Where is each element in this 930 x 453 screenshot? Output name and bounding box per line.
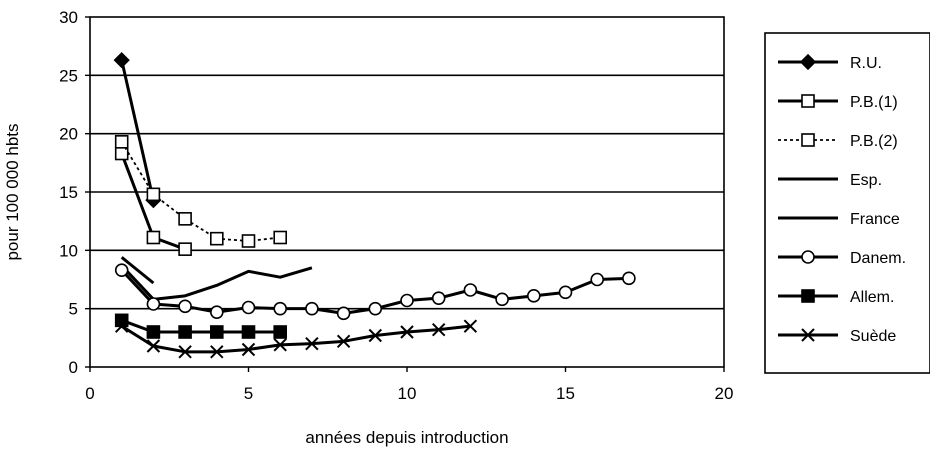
- legend-item-p-b-1: P.B.(1): [778, 94, 898, 111]
- point-circle: [146, 297, 161, 311]
- legend-item-esp: Esp.: [778, 172, 882, 189]
- y-tick-label: 30: [59, 8, 78, 27]
- legend-label: Suède: [850, 328, 896, 345]
- series: [113, 52, 636, 359]
- x-tick-label: 10: [398, 384, 417, 403]
- point-circle: [368, 301, 383, 316]
- x-axis-title: années depuis introduction: [305, 428, 508, 447]
- series-line: [120, 59, 155, 201]
- point-x: [368, 328, 383, 343]
- point-square-open: [273, 230, 288, 245]
- point-circle: [241, 300, 256, 315]
- point-square-filled: [210, 325, 224, 339]
- point-circle: [590, 272, 605, 287]
- axes: 0 5 10 15 20 25 30 0 5 10 15 20: [59, 8, 733, 403]
- series-r-u: [113, 52, 162, 209]
- point-square-filled: [178, 325, 192, 339]
- point-square-open: [801, 94, 815, 108]
- point-x: [305, 336, 319, 351]
- y-tick-label: 25: [59, 66, 78, 85]
- series-line: [120, 324, 471, 354]
- point-x: [400, 325, 414, 339]
- point-circle: [622, 271, 636, 286]
- point-square-filled: [241, 325, 256, 339]
- point-circle: [273, 301, 288, 316]
- point-circle: [495, 292, 509, 307]
- point-square-filled: [273, 325, 288, 339]
- point-square-open: [178, 212, 192, 226]
- point-circle: [526, 289, 541, 303]
- point-square-open: [178, 242, 192, 256]
- point-circle: [178, 299, 192, 314]
- series-danem: [114, 263, 636, 321]
- legend-item-p-b-2: P.B.(2): [778, 133, 898, 150]
- point-x: [431, 322, 446, 337]
- point-square-open: [241, 234, 256, 248]
- point-circle: [210, 305, 224, 319]
- y-tick-label: 15: [59, 183, 78, 202]
- point-x: [273, 338, 287, 352]
- point-square-filled: [801, 289, 815, 303]
- series-su-de: [114, 319, 478, 359]
- point-x: [146, 339, 161, 353]
- y-tick-label: 10: [59, 241, 78, 260]
- point-square-open: [801, 133, 815, 147]
- point-square-filled: [114, 313, 129, 328]
- point-circle: [558, 285, 573, 300]
- legend-item-su-de: Suède: [778, 328, 896, 345]
- point-circle: [801, 250, 815, 264]
- point-square-open: [114, 135, 129, 149]
- series-allem: [114, 313, 288, 339]
- legend-label: R.U.: [850, 55, 882, 72]
- point-x: [178, 345, 192, 359]
- x-tick-label: 5: [244, 384, 253, 403]
- y-tick-label: 0: [69, 358, 78, 377]
- series-p-b-2: [114, 135, 288, 248]
- point-diamond: [799, 53, 817, 71]
- point-x: [463, 319, 478, 333]
- legend-label: Danem.: [850, 250, 906, 267]
- legend-label: Esp.: [850, 172, 882, 189]
- point-x: [241, 342, 256, 357]
- point-circle: [305, 301, 319, 316]
- point-square-filled: [146, 325, 161, 339]
- legend-item-danem: Danem.: [778, 250, 906, 267]
- x-tick-label: 0: [85, 384, 94, 403]
- series-esp: [120, 256, 155, 285]
- point-circle: [431, 291, 446, 305]
- point-circle: [336, 306, 351, 321]
- point-circle: [400, 293, 414, 308]
- series-line: [120, 264, 313, 301]
- point-x: [210, 345, 224, 359]
- y-tick-label: 5: [69, 300, 78, 319]
- gridlines: [90, 74, 724, 310]
- series-france: [120, 264, 313, 301]
- x-tick-label: 20: [715, 384, 734, 403]
- legend-label: Allem.: [850, 289, 894, 306]
- legend-label: P.B.(1): [850, 94, 898, 111]
- legend-label: France: [850, 211, 900, 228]
- legend: R.U. P.B.(1) P.B.(2) Esp. France Danem. Allem.…: [764, 32, 930, 374]
- legend-item-allem: Allem.: [778, 289, 894, 306]
- legend-item-france: France: [778, 211, 900, 228]
- y-axis-title: pour 100 000 hbts: [3, 123, 22, 260]
- point-x: [336, 334, 351, 349]
- point-square-open: [146, 230, 161, 245]
- y-tick-label: 20: [59, 125, 78, 144]
- point-circle: [463, 283, 478, 297]
- point-diamond: [113, 52, 130, 69]
- point-circle: [114, 263, 129, 277]
- legend-box: [764, 32, 930, 374]
- legend-label: P.B.(2): [850, 133, 898, 150]
- series-line: [121, 318, 281, 334]
- x-tick-label: 15: [556, 384, 575, 403]
- point-x: [114, 319, 129, 333]
- legend-item-r-u: R.U.: [778, 53, 882, 72]
- point-square-open: [146, 187, 161, 202]
- series-line: [120, 256, 155, 285]
- point-square-open: [210, 231, 224, 246]
- point-x: [801, 328, 815, 342]
